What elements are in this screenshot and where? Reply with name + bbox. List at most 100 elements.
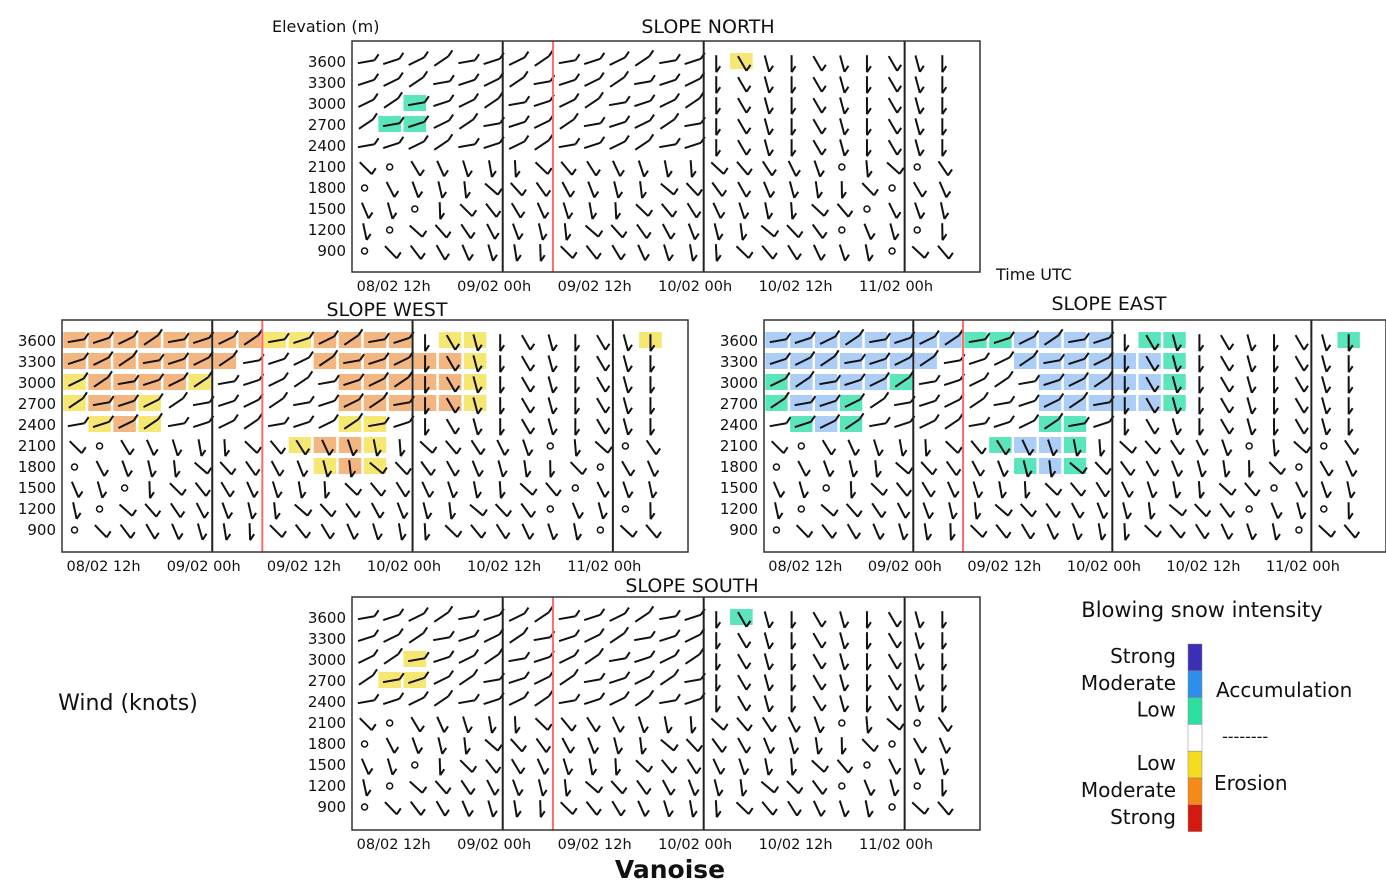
wind-barb-flag xyxy=(648,689,655,697)
panel-title-south: SLOPE SOUTH xyxy=(625,575,758,597)
wind-barb xyxy=(887,632,899,649)
wind-barb xyxy=(72,502,78,520)
wind-barb xyxy=(1147,502,1152,520)
wind-barb-flag xyxy=(975,512,982,520)
wind-barb xyxy=(659,699,677,705)
wind-barb-flag xyxy=(941,642,948,650)
wind-barb-flag xyxy=(456,530,463,538)
wind-barb-flag xyxy=(1176,428,1182,436)
wind-barb xyxy=(483,678,501,684)
wind-barb xyxy=(914,76,921,94)
wind-barb xyxy=(168,377,185,387)
wind-barb-flag xyxy=(819,726,825,734)
wind-barb-flag xyxy=(493,788,500,796)
wind-barb xyxy=(498,481,502,499)
wind-barb xyxy=(419,440,434,454)
wind-barb xyxy=(922,502,931,519)
wind-barb-flag xyxy=(771,168,777,177)
wind-barb-flag xyxy=(617,747,624,755)
wind-barb-flag xyxy=(283,352,290,360)
wind-barb-flag xyxy=(649,669,655,678)
wind-barb-flag xyxy=(552,386,558,394)
wind-barb-flag xyxy=(810,331,816,339)
wind-barb-flag xyxy=(476,491,482,499)
wind-barb-flag xyxy=(478,469,484,478)
wind-barb-flag xyxy=(784,371,791,380)
wind-barb xyxy=(1094,461,1108,476)
wind-barb-flag xyxy=(357,328,364,336)
wind-barb xyxy=(763,674,771,692)
wind-barb xyxy=(839,118,846,136)
wind-barb-flag xyxy=(656,531,662,539)
wind-barb xyxy=(508,140,525,150)
wind-barb xyxy=(1246,334,1253,352)
wind-barb xyxy=(357,615,375,621)
wind-barb xyxy=(1093,376,1109,388)
wind-barb-flag xyxy=(77,490,84,498)
wind-barb-flag xyxy=(149,491,155,499)
wind-barb-flag xyxy=(979,469,986,477)
wind-barb xyxy=(268,397,284,409)
wind-barb-flag xyxy=(1001,491,1007,499)
wind-barb-flag xyxy=(833,349,840,357)
wind-barb xyxy=(738,758,746,776)
wind-barb-flag xyxy=(308,350,314,359)
elevation-tick-label: 900 xyxy=(317,798,346,816)
wind-barb-flag xyxy=(131,509,138,517)
wind-barb-flag xyxy=(649,407,656,415)
wind-barb xyxy=(914,632,921,650)
wind-barb xyxy=(469,503,484,517)
wind-barb-flag xyxy=(80,446,87,454)
wind-barb xyxy=(621,460,632,477)
wind-barb xyxy=(1321,376,1328,394)
wind-barb-flag xyxy=(473,92,480,101)
wind-barb-flag xyxy=(834,329,841,338)
wind-barb xyxy=(786,224,800,239)
wind-barb-flag xyxy=(768,684,774,692)
wind-barb-flag xyxy=(108,331,115,339)
wind-barb xyxy=(1097,523,1103,541)
wind-barb-flag xyxy=(423,606,429,615)
wind-barb xyxy=(872,523,881,540)
wind-barb xyxy=(1046,523,1056,540)
wind-barb xyxy=(433,119,450,129)
wind-barb-flag xyxy=(841,191,847,199)
wind-barb-flag xyxy=(921,746,928,754)
wind-barb xyxy=(343,334,359,346)
wind-barb-flag xyxy=(880,510,887,519)
wind-barb-flag xyxy=(393,746,400,754)
time-utc-label: Time UTC xyxy=(995,265,1072,284)
wind-barb xyxy=(537,779,544,797)
wind-barb xyxy=(1069,482,1083,497)
wind-barb xyxy=(887,76,899,93)
wind-barb-flag xyxy=(645,231,652,239)
wind-barb-flag xyxy=(771,724,777,733)
wind-barb-flag xyxy=(1348,512,1354,520)
wind-barb-flag xyxy=(423,690,429,699)
wind-barb-flag xyxy=(866,663,872,671)
wind-barb-flag xyxy=(896,641,903,649)
wind-barb xyxy=(1244,482,1257,497)
calm-wind-circle xyxy=(913,719,921,727)
wind-barb-flag xyxy=(830,448,837,456)
wind-barb-flag xyxy=(821,787,828,795)
wind-barb xyxy=(1068,397,1085,409)
wind-barb-flag xyxy=(925,449,932,457)
elevation-tick-label: 1800 xyxy=(308,179,346,197)
time-tick-label: 10/02 00h xyxy=(658,837,732,853)
wind-barb xyxy=(395,481,407,498)
wind-barb xyxy=(1044,482,1059,496)
wind-barb-flag xyxy=(525,470,532,478)
wind-barb-flag xyxy=(430,468,436,476)
wind-barb-flag xyxy=(1199,491,1205,499)
wind-barb xyxy=(763,76,771,94)
wind-barb xyxy=(573,523,579,541)
wind-barb xyxy=(763,653,771,671)
wind-barb xyxy=(1246,418,1253,436)
wind-barb xyxy=(869,397,885,409)
wind-barb-flag xyxy=(491,726,497,734)
wind-barb xyxy=(393,420,411,429)
wind-barb-flag xyxy=(497,744,503,752)
wind-barb xyxy=(838,244,846,262)
wind-barb-flag xyxy=(527,449,534,457)
